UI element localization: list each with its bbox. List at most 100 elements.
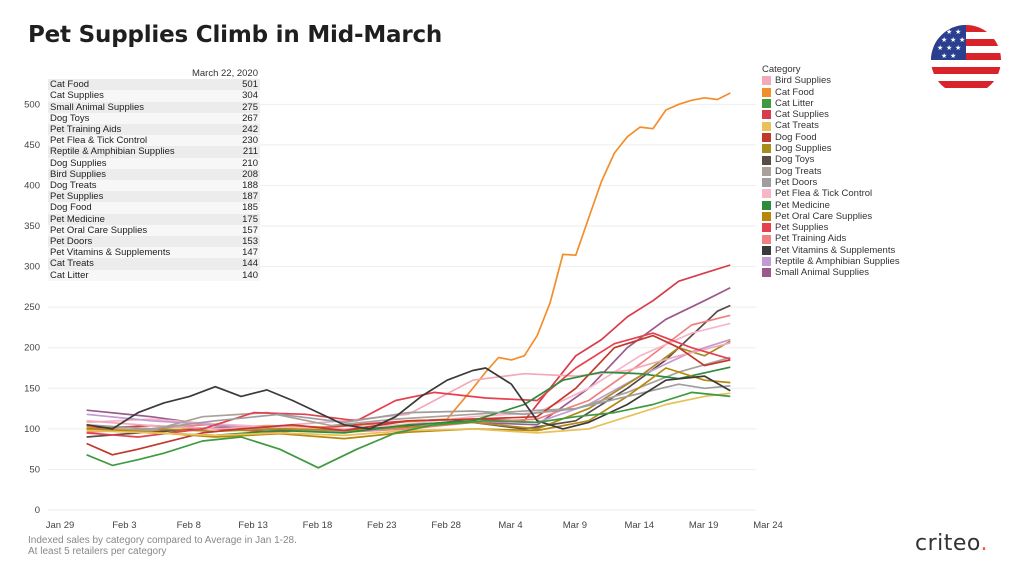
legend-item: Pet Oral Care Supplies (762, 211, 900, 222)
legend-item: Reptile & Amphibian Supplies (762, 256, 900, 267)
legend-label: Cat Treats (775, 120, 819, 132)
table-row: Cat Treats 144 (48, 258, 260, 270)
legend-label: Bird Supplies (775, 75, 831, 87)
table-row-value: 275 (242, 101, 258, 113)
x-tick-label: Feb 23 (367, 520, 397, 531)
table-row: Bird Supplies 208 (48, 168, 260, 181)
table-row-value: 304 (242, 90, 258, 102)
svg-text:★: ★ (941, 36, 947, 44)
legend-label: Cat Supplies (775, 109, 829, 121)
table-row-name: Reptile & Amphibian Supplies (50, 146, 175, 158)
legend-swatch (762, 76, 771, 86)
table-row-name: Small Animal Supplies (50, 101, 144, 113)
footnote-line-2: At least 5 retailers per category (28, 546, 167, 557)
legend-item: Cat Litter (762, 98, 900, 109)
legend-title: Category (762, 64, 801, 75)
legend-label: Pet Flea & Tick Control (775, 188, 873, 200)
table-row-name: Cat Food (50, 79, 90, 91)
legend-swatch (762, 223, 771, 233)
legend-item: Pet Medicine (762, 200, 900, 211)
table-row-value: 153 (242, 236, 258, 248)
series-line-pet-vitamins-supplements (86, 367, 731, 430)
legend-swatch (762, 121, 771, 131)
legend-item: Pet Training Aids (762, 233, 900, 244)
svg-text:★: ★ (955, 44, 961, 52)
y-tick-label: 100 (24, 424, 40, 435)
y-axis-ticks: 0 50 100 150 200 250 300 350 400 450 500 (24, 99, 40, 516)
table-row-value: 501 (242, 79, 258, 91)
legend-item: Cat Food (762, 87, 900, 98)
svg-text:★: ★ (941, 52, 947, 60)
x-tick-label: Feb 28 (431, 520, 461, 531)
table-row: Pet Vitamins & Supplements 147 (48, 247, 260, 259)
table-row-value: 144 (242, 258, 258, 270)
table-row-value: 211 (242, 146, 258, 158)
legend-items: Bird Supplies Cat Food Cat Litter Cat Suppl… (762, 75, 900, 278)
table-row-name: Pet Vitamins & Supplements (50, 247, 171, 259)
x-tick-label: Feb 13 (238, 520, 268, 531)
legend-label: Pet Vitamins & Supplements (775, 244, 896, 256)
legend-swatch (762, 99, 771, 109)
table-row: Dog Food 185 (48, 202, 260, 214)
legend-item: Small Animal Supplies (762, 267, 900, 278)
y-tick-label: 50 (29, 464, 40, 475)
legend-swatch (762, 166, 771, 176)
legend-item: Pet Flea & Tick Control (762, 188, 900, 199)
svg-text:★: ★ (950, 36, 956, 44)
table-row-value: 242 (242, 124, 258, 136)
table-row: Pet Oral Care Supplies 157 (48, 224, 260, 237)
table-row-name: Pet Doors (50, 236, 93, 248)
table-row-name: Cat Treats (50, 258, 94, 270)
table-row-value: 188 (242, 180, 258, 192)
table-row-value: 230 (242, 135, 258, 147)
legend-label: Reptile & Amphibian Supplies (775, 256, 900, 268)
legend-label: Dog Treats (775, 165, 822, 177)
series-lines (86, 92, 731, 469)
legend-item: Pet Doors (762, 177, 900, 188)
legend-item: Bird Supplies (762, 75, 900, 86)
table-rows: Cat Food 501 Cat Supplies 304 Small Animal S… (48, 79, 260, 281)
table-row: Pet Training Aids 242 (48, 124, 260, 136)
y-tick-label: 200 (24, 343, 40, 354)
x-axis-ticks: Jan 29 Feb 3 Feb 8 Feb 13 Feb 18 Feb 23 Feb 28… (46, 520, 783, 531)
y-tick-label: 150 (24, 383, 40, 394)
table-header: March 22, 2020 (191, 68, 258, 79)
brand-text: criteo (915, 531, 981, 556)
x-tick-label: Mar 14 (624, 520, 654, 531)
table-row-name: Dog Treats (50, 180, 97, 192)
svg-text:★: ★ (946, 28, 952, 36)
svg-text:★: ★ (950, 52, 956, 60)
table-row-name: Pet Supplies (50, 191, 104, 203)
legend-swatch (762, 200, 771, 210)
table-row-value: 140 (242, 269, 258, 281)
y-tick-label: 350 (24, 221, 40, 232)
legend-swatch (762, 234, 771, 244)
legend-label: Cat Litter (775, 97, 814, 109)
table-row: Cat Food 501 (48, 79, 260, 91)
legend-swatch (762, 155, 771, 165)
legend-swatch (762, 144, 771, 154)
y-tick-label: 450 (24, 140, 40, 151)
x-tick-label: Feb 18 (303, 520, 333, 531)
table-row-value: 208 (242, 168, 258, 180)
y-tick-label: 500 (24, 99, 40, 110)
table-row-name: Pet Flea & Tick Control (50, 135, 148, 147)
legend-label: Small Animal Supplies (775, 267, 869, 279)
legend-item: Pet Supplies (762, 222, 900, 233)
table-row-name: Dog Food (50, 202, 92, 214)
table-row-name: Pet Oral Care Supplies (50, 224, 148, 236)
y-tick-label: 250 (24, 302, 40, 313)
svg-text:★: ★ (937, 44, 943, 52)
x-tick-label: Feb 3 (112, 520, 136, 531)
legend-swatch (762, 87, 771, 97)
table-row: Cat Supplies 304 (48, 90, 260, 102)
legend-label: Pet Doors (775, 176, 818, 188)
svg-text:★: ★ (955, 28, 961, 36)
svg-text:★: ★ (959, 36, 965, 44)
x-tick-label: Jan 29 (46, 520, 75, 531)
table-row-value: 157 (242, 224, 258, 236)
table-row: Dog Supplies 210 (48, 157, 260, 169)
series-line-dog-treats (86, 356, 731, 432)
table-row-name: Dog Toys (50, 112, 90, 124)
table-row-value: 187 (242, 191, 258, 203)
